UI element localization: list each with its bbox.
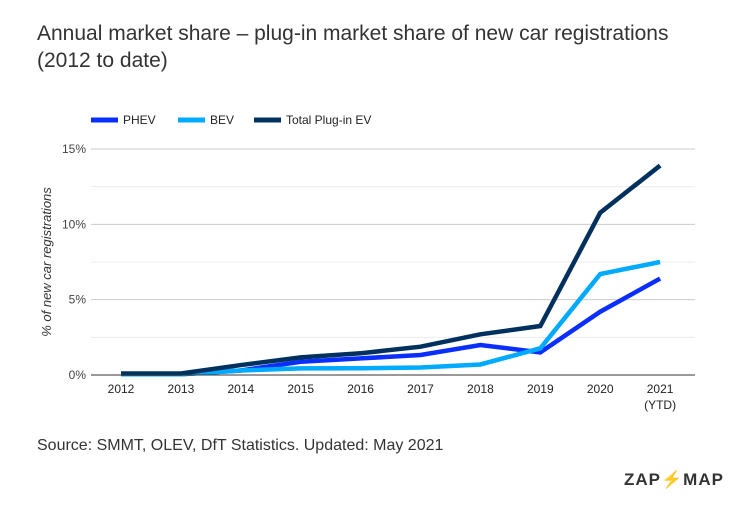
y-tick-label: 5% bbox=[69, 293, 87, 307]
x-tick-label: 2012 bbox=[108, 382, 135, 396]
y-tick-label: 10% bbox=[62, 217, 86, 231]
bolt-icon: ⚡ bbox=[661, 470, 684, 489]
x-tick-label: 2020 bbox=[587, 382, 614, 396]
x-tick-label: 2021 bbox=[647, 382, 674, 396]
x-tick-label: 2014 bbox=[227, 382, 254, 396]
source-note: Source: SMMT, OLEV, DfT Statistics. Upda… bbox=[37, 437, 444, 454]
x-tick-label: 2019 bbox=[527, 382, 554, 396]
chart-title: Annual market share – plug-in market sha… bbox=[37, 22, 669, 72]
x-tick-label: 2016 bbox=[347, 382, 374, 396]
x-tick-label: 2013 bbox=[168, 382, 195, 396]
zapmap-logo: ZAP⚡MAP bbox=[624, 470, 724, 489]
x-tick-label: 2015 bbox=[287, 382, 314, 396]
series-line-bev bbox=[121, 259, 661, 377]
y-tick-label: 0% bbox=[69, 368, 87, 382]
legend-label: Total Plug-in EV bbox=[286, 113, 371, 127]
y-tick-label: 15% bbox=[62, 142, 86, 156]
x-tick-label: 2017 bbox=[407, 382, 434, 396]
series-line-total-plug-in-ev bbox=[121, 163, 662, 376]
x-tick-label: 2018 bbox=[467, 382, 494, 396]
legend-label: PHEV bbox=[123, 113, 156, 127]
y-axis-label: % of new car registrations bbox=[39, 187, 54, 337]
series-line-phev bbox=[121, 276, 662, 377]
x-tick-sublabel: (YTD) bbox=[644, 398, 676, 412]
line-chart: 0% 5% 10% 15% 2012 2013 2014 2015 2016 2017 2018 20… bbox=[39, 113, 695, 412]
legend-label: BEV bbox=[210, 113, 234, 127]
